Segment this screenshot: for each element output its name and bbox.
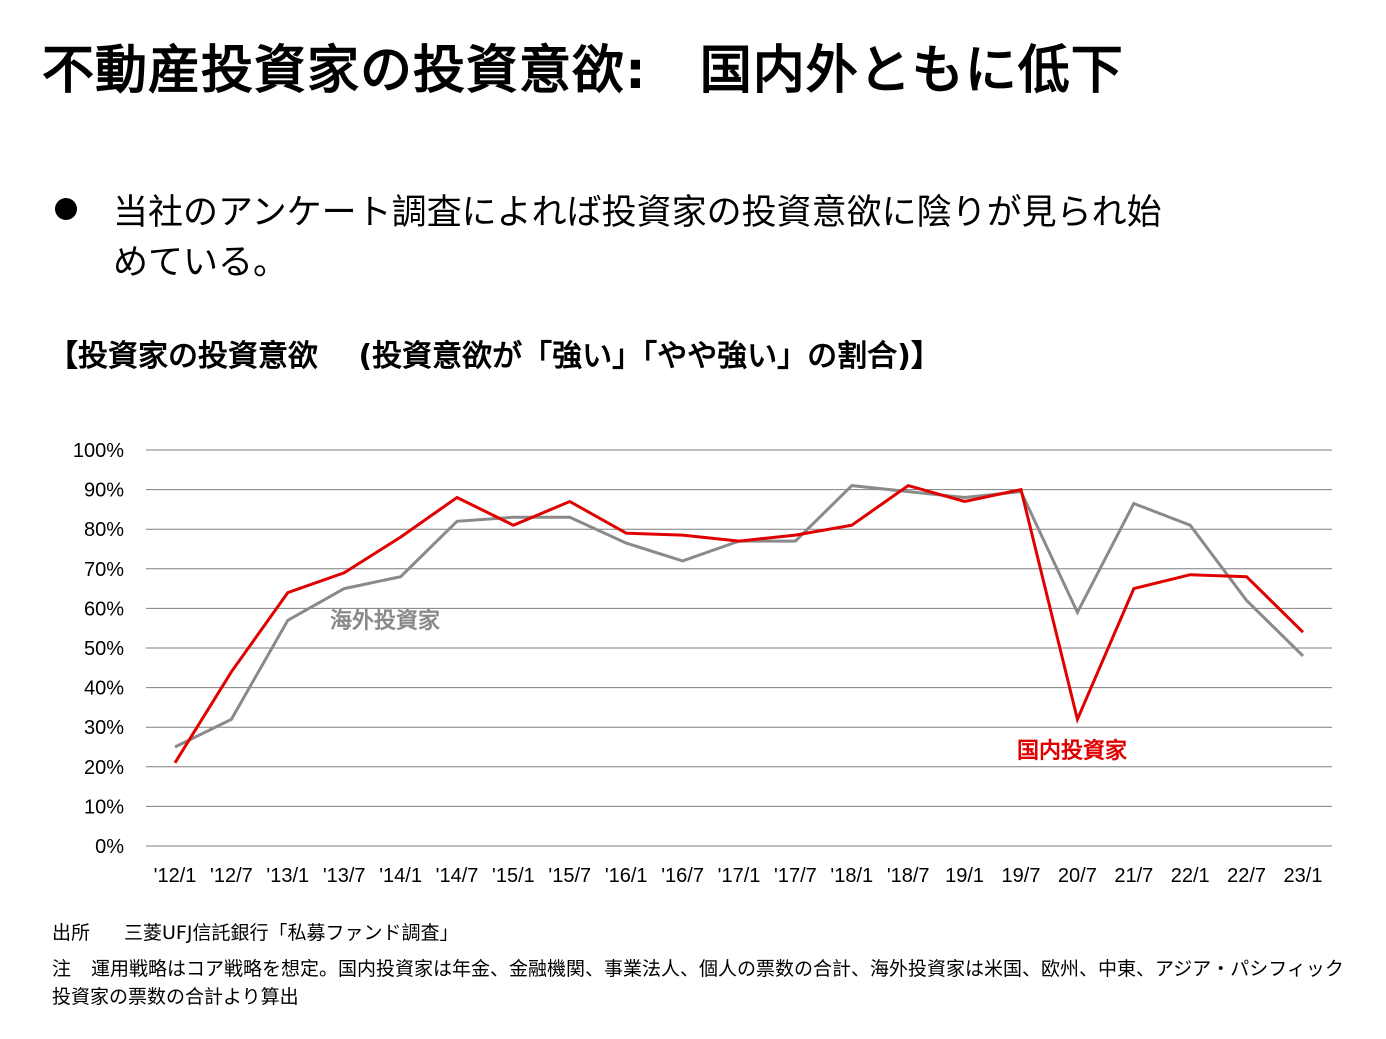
x-tick-label: '13/1 xyxy=(266,865,309,887)
x-tick-label: '17/1 xyxy=(718,865,761,887)
y-tick-label: 80% xyxy=(84,519,124,541)
source-label: 出所 xyxy=(52,922,91,944)
y-tick-label: 70% xyxy=(84,559,124,581)
x-tick-label: '18/7 xyxy=(887,865,930,887)
note-label: 注 xyxy=(52,958,72,980)
source-text: 三菱UFJ信託銀行「私募ファンド調査」 xyxy=(124,922,459,944)
x-tick-label: '12/7 xyxy=(210,865,253,887)
x-tick-label: '16/7 xyxy=(661,865,704,887)
y-tick-label: 60% xyxy=(84,598,124,620)
x-tick-label: '14/1 xyxy=(379,865,422,887)
investment-appetite-line-chart: 0%10%20%30%40%50%60%70%80%90%100% '12/1 '… xyxy=(73,440,1332,887)
note-footnote: 注運用戦略はコア戦略を想定。国内投資家は年金、金融機関、事業法人、個人の票数の合… xyxy=(52,955,1352,1011)
x-tick-label: 23/1 xyxy=(1284,865,1323,887)
x-tick-label: '15/7 xyxy=(548,865,591,887)
x-tick-label: '16/1 xyxy=(605,865,648,887)
series-line-domestic xyxy=(173,483,1305,764)
y-tick-label: 40% xyxy=(84,678,124,700)
chart-series xyxy=(173,483,1305,764)
x-tick-label: '15/1 xyxy=(492,865,535,887)
x-tick-label: 20/7 xyxy=(1058,865,1097,887)
chart-gridlines xyxy=(146,449,1332,847)
y-tick-label: 100% xyxy=(73,440,124,462)
y-tick-label: 0% xyxy=(95,836,124,858)
source-footnote: 出所 三菱UFJ信託銀行「私募ファンド調査」 xyxy=(52,919,458,947)
note-text: 運用戦略はコア戦略を想定。国内投資家は年金、金融機関、事業法人、個人の票数の合計… xyxy=(52,958,1344,1008)
page-title: 不動産投資家の投資意欲: 国内外ともに低下 xyxy=(42,41,1124,101)
x-axis-ticks: '12/1 '12/7 '13/1 '13/7 '14/1 '14/7 '15/1 '15/7… xyxy=(154,865,1323,887)
x-tick-label: 22/1 xyxy=(1171,865,1210,887)
x-tick-label: '13/7 xyxy=(323,865,366,887)
x-tick-label: '12/1 xyxy=(154,865,197,887)
series-label-overseas: 海外投資家 xyxy=(330,608,441,634)
y-tick-label: 50% xyxy=(84,638,124,660)
y-tick-label: 90% xyxy=(84,480,124,502)
x-tick-label: '14/7 xyxy=(436,865,479,887)
x-tick-label: 22/7 xyxy=(1227,865,1266,887)
x-tick-label: 19/7 xyxy=(1002,865,1041,887)
y-tick-label: 10% xyxy=(84,796,124,818)
x-tick-label: '17/7 xyxy=(774,865,817,887)
y-tick-label: 20% xyxy=(84,757,124,779)
chart-heading: 【投資家の投資意欲 (投資意欲が「強い」「やや強い」の割合)】 xyxy=(48,339,941,374)
series-label-domestic: 国内投資家 xyxy=(1017,738,1128,764)
bullet-text: 当社のアンケート調査によれば投資家の投資意欲に陰りが見られ始めている。 xyxy=(113,193,1162,283)
bullet-dot-icon xyxy=(55,198,77,220)
y-axis-ticks: 0% 10% 20% 30% 40% 50% 60% 70% 80% 90% 100% xyxy=(73,440,124,858)
x-tick-label: 21/7 xyxy=(1114,865,1153,887)
x-tick-label: 19/1 xyxy=(945,865,984,887)
y-tick-label: 30% xyxy=(84,717,124,739)
x-tick-label: '18/1 xyxy=(830,865,873,887)
